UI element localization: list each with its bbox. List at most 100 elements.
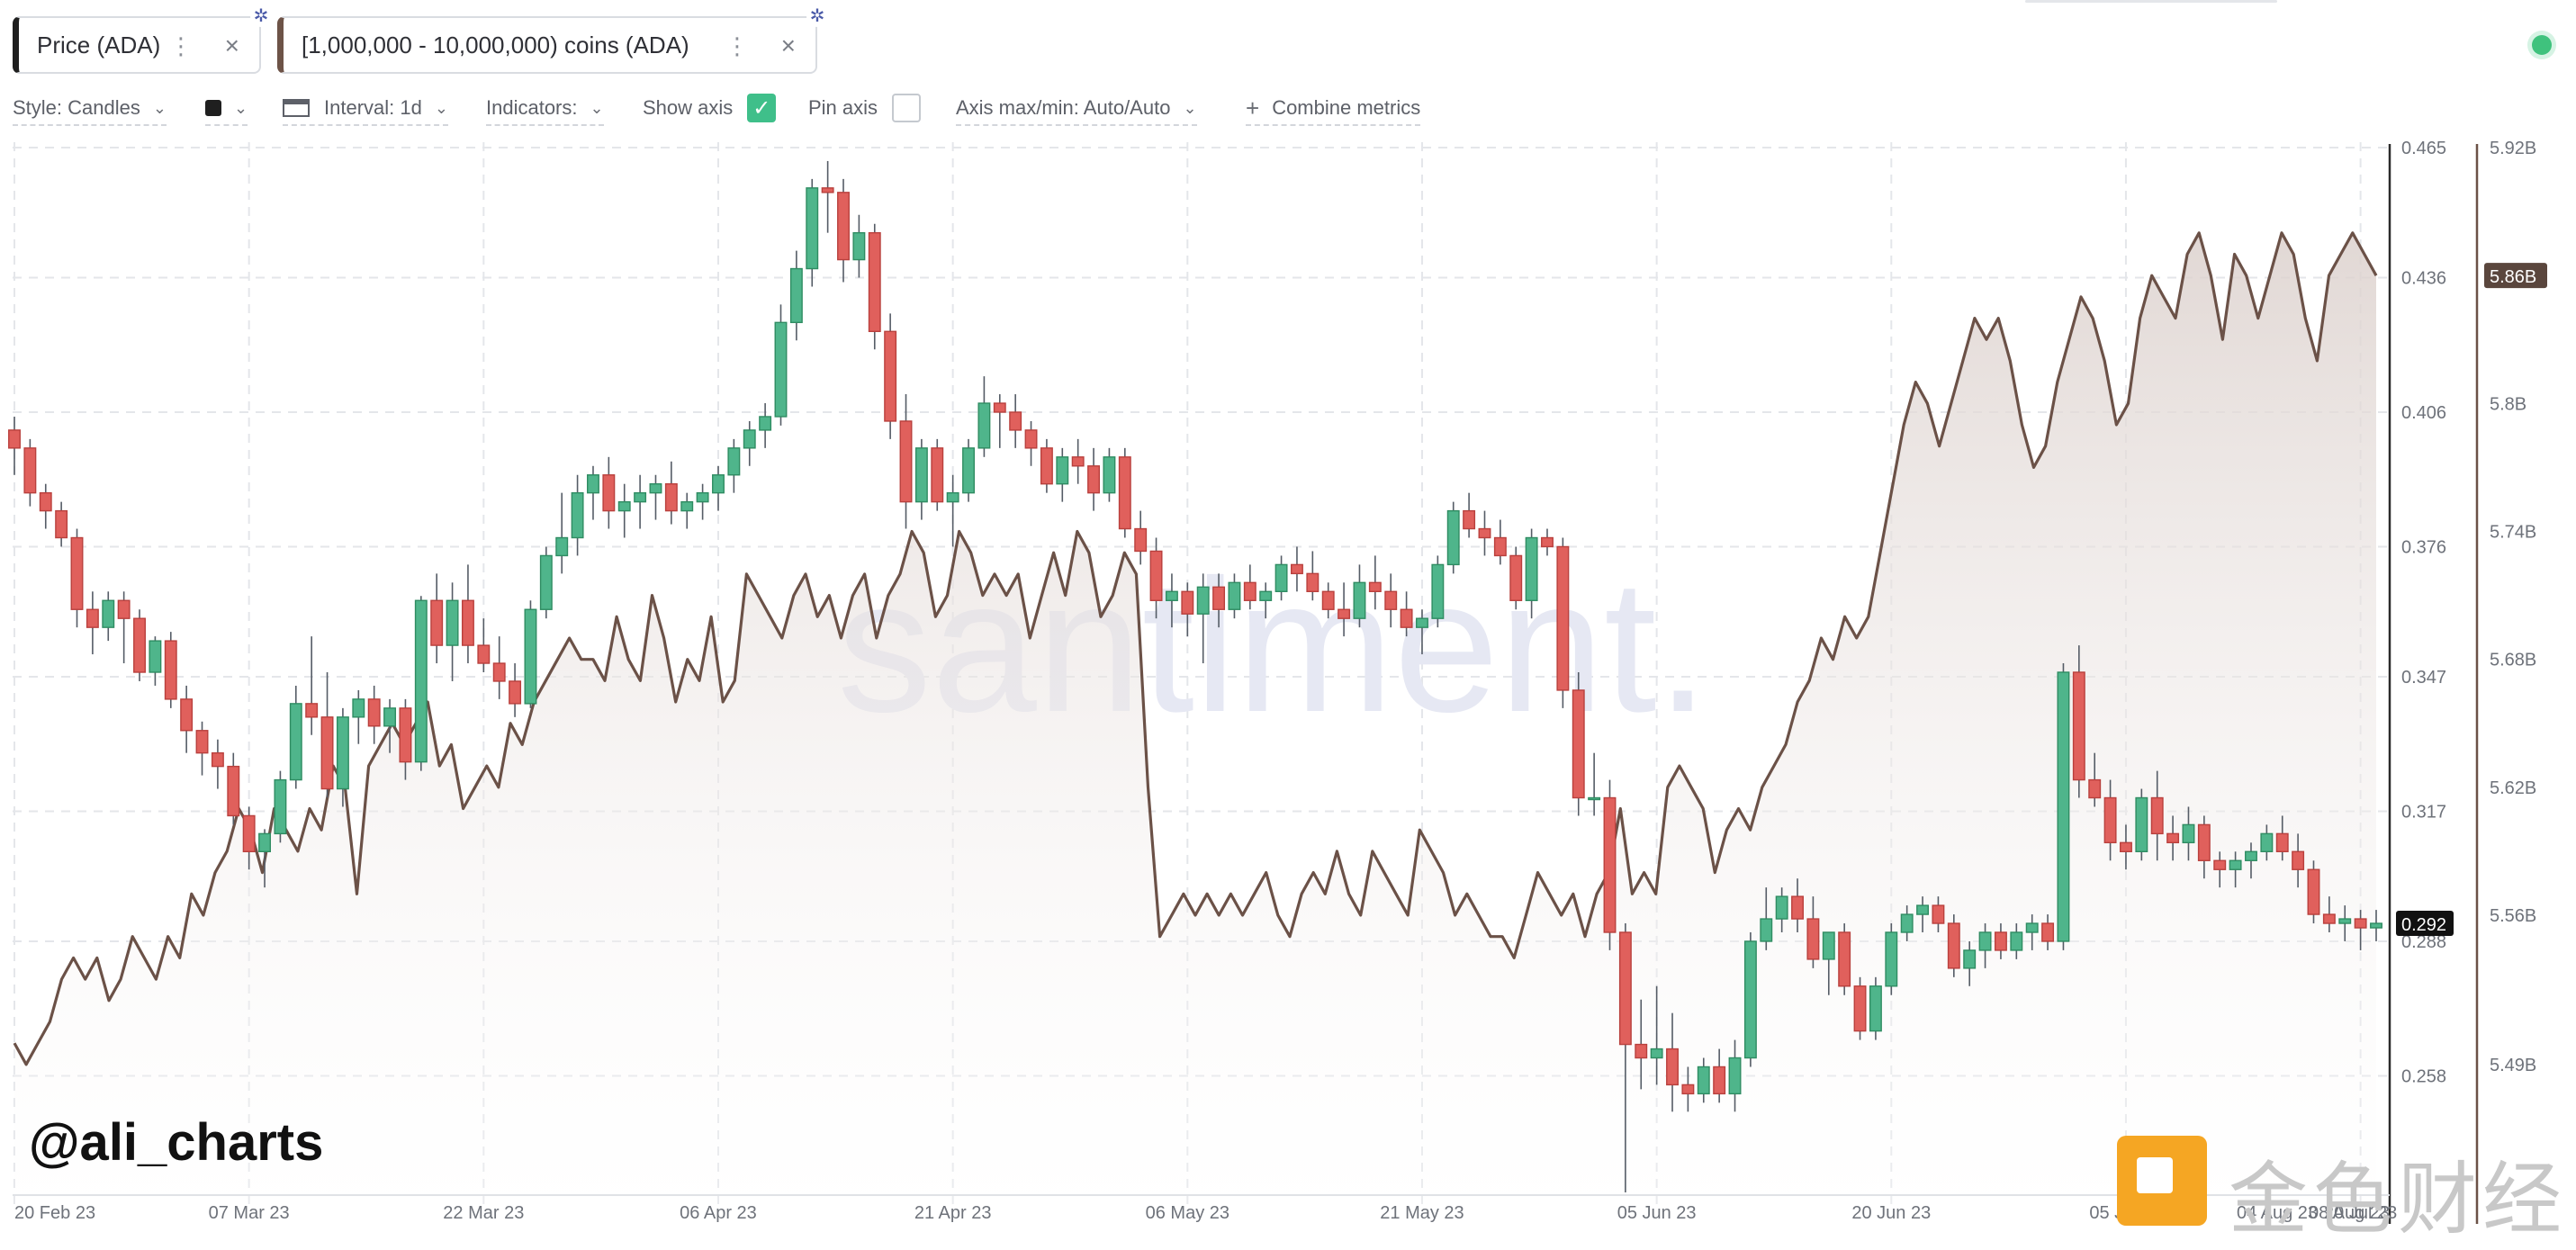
price-candle xyxy=(2103,779,2117,861)
price-candle xyxy=(1071,438,1085,484)
candle-body xyxy=(274,778,287,835)
color-picker[interactable]: ⌄ xyxy=(205,92,248,126)
candle-body xyxy=(2041,922,2055,942)
show-axis-checkbox[interactable]: ✓ xyxy=(747,94,777,122)
candle-body xyxy=(39,491,52,512)
candle-body xyxy=(1493,536,1507,557)
price-candle xyxy=(1994,923,2007,959)
tab-price-ada-settings-icon[interactable]: ✲ xyxy=(250,5,272,27)
price-candle xyxy=(2120,824,2132,870)
candle-body xyxy=(195,730,209,754)
candle-body xyxy=(1541,536,1554,548)
plus-icon: + xyxy=(1246,94,1260,121)
candle-body xyxy=(2120,841,2132,853)
tab-price-ada[interactable]: Price (ADA) ⋮ × ✲ xyxy=(13,5,272,74)
price-candle xyxy=(696,483,709,520)
price-candle xyxy=(1760,887,1773,950)
interval-dropdown-label: Interval: 1d xyxy=(324,96,422,119)
price-candle xyxy=(634,474,647,529)
candle-body xyxy=(1478,527,1491,539)
candle-body xyxy=(2292,850,2305,870)
tab-price-ada-menu-icon[interactable]: ⋮ xyxy=(169,32,193,59)
show-axis-toggle[interactable]: Show axis ✓ xyxy=(643,92,777,126)
price-candle xyxy=(2322,896,2336,932)
holdings-tick-label: 5.74B xyxy=(2490,522,2536,542)
chevron-down-icon: ⌄ xyxy=(152,98,167,117)
price-candle xyxy=(336,707,349,807)
price-candle xyxy=(352,689,365,744)
candle-body xyxy=(305,703,319,718)
price-candle xyxy=(2182,806,2195,861)
candle-body xyxy=(539,554,553,610)
candle-body xyxy=(242,814,256,853)
price-candle xyxy=(1635,999,1648,1090)
candle-body xyxy=(884,330,897,422)
tab-price-ada-close-icon[interactable]: × xyxy=(224,31,239,59)
price-candle xyxy=(320,671,334,798)
price-candle xyxy=(1775,887,1788,932)
axis-maxmin-dropdown[interactable]: Axis max/min: Auto/Auto ⌄ xyxy=(956,92,1197,126)
candle-body xyxy=(1306,572,1320,593)
price-holdings-chart[interactable]: santiment. 0.4650.4360.4060.3760.3470.31… xyxy=(0,135,2576,1237)
price-candle xyxy=(1384,573,1398,628)
candle-body xyxy=(1963,949,1977,969)
candle-body xyxy=(227,765,240,817)
tab-holders-band[interactable]: [1,000,000 - 10,000,000) coins (ADA) ⋮ ×… xyxy=(277,5,828,74)
combine-metrics-button[interactable]: + Combine metrics xyxy=(1246,92,1421,126)
candle-body xyxy=(806,187,819,270)
price-candle xyxy=(1416,609,1428,655)
price-candle xyxy=(2010,923,2023,959)
candle-body xyxy=(1994,931,2007,951)
candle-body xyxy=(1228,581,1241,610)
tab-holders-band-menu-icon[interactable]: ⋮ xyxy=(725,32,749,59)
candle-body xyxy=(258,832,271,853)
indicators-dropdown[interactable]: Indicators: ⌄ xyxy=(486,92,604,126)
candle-body xyxy=(868,231,881,332)
holdings-tick-label: 5.68B xyxy=(2490,651,2536,670)
price-candle xyxy=(1743,931,1757,1067)
candle-body xyxy=(696,491,709,503)
candle-body xyxy=(2370,922,2382,929)
price-candle xyxy=(571,474,584,556)
candle-body xyxy=(1400,608,1413,628)
price-tick-label: 0.317 xyxy=(2401,802,2446,822)
price-candle xyxy=(977,376,991,457)
candle-body xyxy=(1024,429,1038,449)
tab-holders-band-close-icon[interactable]: × xyxy=(780,31,796,59)
price-candle xyxy=(2229,851,2242,888)
pin-axis-checkbox[interactable] xyxy=(892,94,922,122)
x-tick-label: 21 Apr 23 xyxy=(914,1203,992,1223)
candle-body xyxy=(2322,913,2336,924)
price-candle xyxy=(1338,582,1351,637)
candle-body xyxy=(399,707,412,763)
candle-body xyxy=(962,447,975,494)
price-candle xyxy=(1181,582,1194,637)
x-tick-label: 06 Apr 23 xyxy=(680,1203,757,1223)
price-candle xyxy=(1791,878,1804,932)
candle-body xyxy=(571,491,584,539)
price-candle xyxy=(164,632,177,708)
price-candle xyxy=(2041,914,2055,950)
price-candle xyxy=(1040,438,1053,493)
chevron-down-icon: ⌄ xyxy=(590,98,604,117)
price-candle xyxy=(712,465,725,511)
price-candle xyxy=(1353,564,1366,628)
interval-dropdown[interactable]: Interval: 1d ⌄ xyxy=(283,92,448,126)
x-tick-label: 20 Jul 23 xyxy=(2324,1203,2397,1223)
price-candle xyxy=(1134,510,1148,565)
candle-body xyxy=(993,402,1006,413)
candle-body xyxy=(461,599,474,646)
price-candle xyxy=(2135,788,2148,861)
style-dropdown[interactable]: Style: Candles ⌄ xyxy=(13,92,167,126)
price-candle xyxy=(1713,1048,1726,1103)
candle-body xyxy=(1071,456,1085,467)
candle-body xyxy=(1212,586,1226,610)
candle-body xyxy=(1853,985,1867,1032)
price-candle xyxy=(461,564,474,664)
price-candle xyxy=(86,591,99,655)
candle-body xyxy=(2057,671,2070,942)
pin-axis-toggle[interactable]: Pin axis xyxy=(808,92,922,126)
metric-tabs: Price (ADA) ⋮ × ✲ [1,000,000 - 10,000,00… xyxy=(13,5,828,76)
candle-body xyxy=(149,640,162,673)
tab-holders-band-settings-icon[interactable]: ✲ xyxy=(806,5,828,27)
